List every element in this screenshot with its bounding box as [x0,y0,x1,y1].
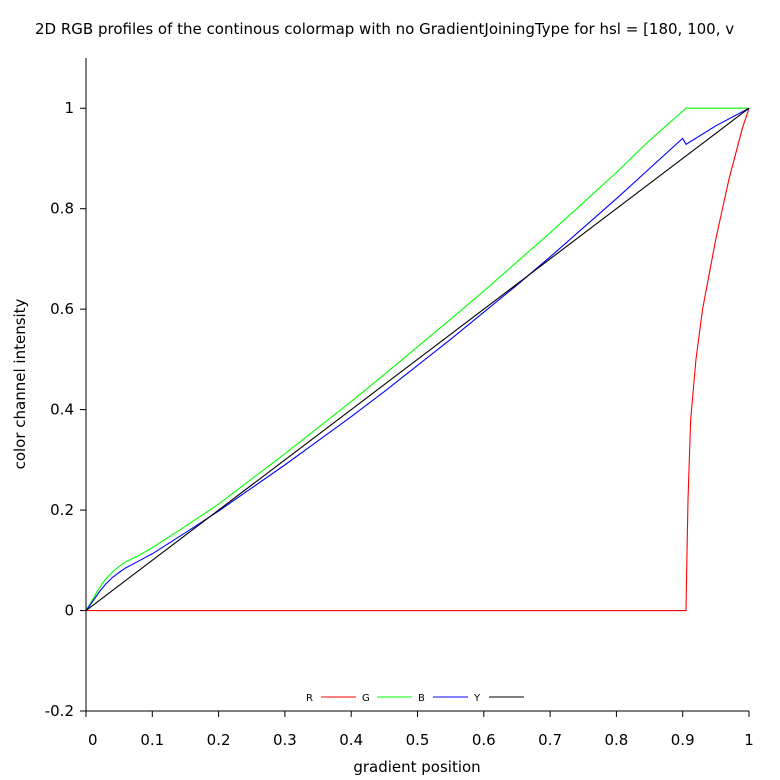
y-axis-label: color channel intensity [11,298,29,469]
series-line-y [85,107,750,611]
chart-title: 2D RGB profiles of the continous colorma… [35,20,734,38]
y-tick-label: -0.2 [45,702,74,720]
x-tick-label: 0.4 [339,731,363,749]
series-lines [85,107,750,612]
x-tick-label: 0.2 [207,731,231,749]
x-tick-label: 0.9 [671,731,695,749]
x-axis-label: gradient position [353,758,480,776]
y-tick-label: 0.4 [50,401,74,419]
x-tick-label: 0.6 [472,731,496,749]
y-tick-label: 0.8 [50,200,74,218]
y-tick-label: 1 [64,99,74,117]
x-tick-label: 0.1 [140,731,164,749]
axes [85,58,749,712]
legend-label-y: Y [473,693,481,704]
x-tick-label: 0.8 [604,731,628,749]
x-ticks: 0 0.1 0.2 0.3 0.4 0.5 0.6 0.7 0.8 0.9 1 [85,711,754,749]
series-line-b [85,107,750,611]
legend-label-g: G [362,693,370,704]
x-tick-label: 0.5 [406,731,430,749]
series-line-g [85,107,749,611]
x-tick-label: 0.3 [273,731,297,749]
legend-label-r: R [306,693,313,704]
y-tick-label: 0 [64,602,74,620]
series-line-r [86,108,750,612]
y-tick-label: 0.6 [50,300,74,318]
x-tick-label: 0.7 [538,731,562,749]
legend-label-b: B [418,693,425,704]
y-ticks: -0.2 0 0.2 0.4 0.6 0.8 1 [45,99,86,720]
y-tick-label: 0.2 [50,501,74,519]
x-tick-label: 1 [744,731,754,749]
x-tick-label: 0 [88,731,98,749]
